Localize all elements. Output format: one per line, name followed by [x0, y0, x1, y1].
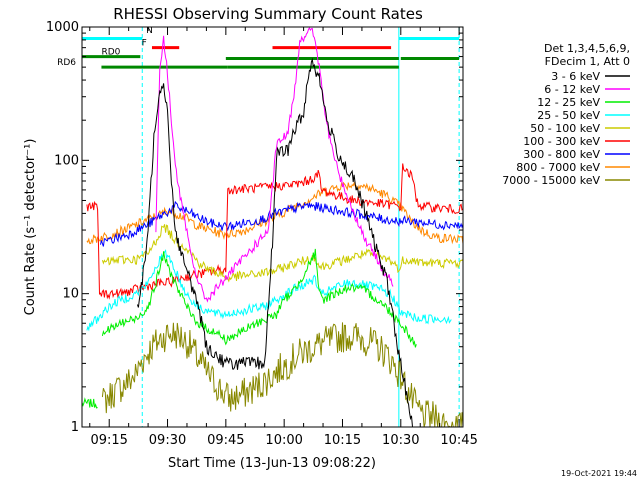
series-line-800-7000-kev [86, 181, 464, 245]
y-tick-label: 1 [71, 420, 79, 435]
flag-label: F [142, 39, 147, 49]
chart-series [81, 27, 464, 428]
x-tick-label: 10:15 [324, 433, 361, 448]
legend-header-line: Det 1,3,4,5,6,9, [544, 42, 630, 55]
chart-legend: Det 1,3,4,5,6,9,FDecim 1, Att 0 3 - 6 keV… [502, 42, 630, 187]
series-line-300-800-kev [100, 200, 464, 247]
plot-frame [81, 26, 464, 428]
flag-label: RD6 [57, 58, 76, 68]
series-line-6-12-kev [155, 27, 394, 303]
legend-label: 3 - 6 keV [551, 70, 600, 83]
generation-timestamp: 19-Oct-2021 19:44 [561, 469, 637, 478]
y-tick-label: 10 [62, 287, 79, 302]
legend-label: 25 - 50 keV [537, 109, 600, 122]
legend-label: 50 - 100 keV [530, 122, 600, 135]
legend-label: 12 - 25 keV [537, 96, 600, 109]
flag-label: N [146, 26, 153, 36]
legend-label: 800 - 7000 keV [516, 161, 600, 174]
series-line-3-6-kev [136, 57, 413, 428]
x-tick-label: 10:45 [440, 433, 477, 448]
x-tick-label: 09:15 [90, 433, 127, 448]
chart-axes: 1 10 100 1000 09:15 09:30 09:45 10:00 10:15 10:30… [46, 20, 478, 448]
x-tick-label: 09:30 [149, 433, 186, 448]
flag-label: RD0 [101, 48, 120, 58]
legend-header-line: FDecim 1, Att 0 [545, 55, 630, 68]
x-axis-label: Start Time (13-Jun-13 09:08:22) [168, 456, 376, 471]
series-line-12-25-kev [101, 248, 417, 348]
legend-label: 100 - 300 keV [523, 135, 600, 148]
y-axis-label: Count Rate (s⁻¹ detector⁻¹) [23, 139, 38, 316]
y-tick-label: 1000 [46, 20, 79, 35]
legend-label: 6 - 12 keV [544, 83, 600, 96]
x-tick-label: 10:00 [265, 433, 302, 448]
x-tick-label: 09:45 [207, 433, 244, 448]
x-tick-label: 10:30 [382, 433, 419, 448]
series-line-aux [81, 397, 98, 409]
y-tick-label: 100 [54, 153, 79, 168]
legend-label: 7000 - 15000 keV [502, 174, 600, 187]
series-line-50-100-kev [101, 224, 464, 283]
chart-title: RHESSI Observing Summary Count Rates [113, 5, 423, 23]
series-line-7000-15000-kev [101, 322, 464, 428]
legend-label: 300 - 800 keV [523, 148, 600, 161]
